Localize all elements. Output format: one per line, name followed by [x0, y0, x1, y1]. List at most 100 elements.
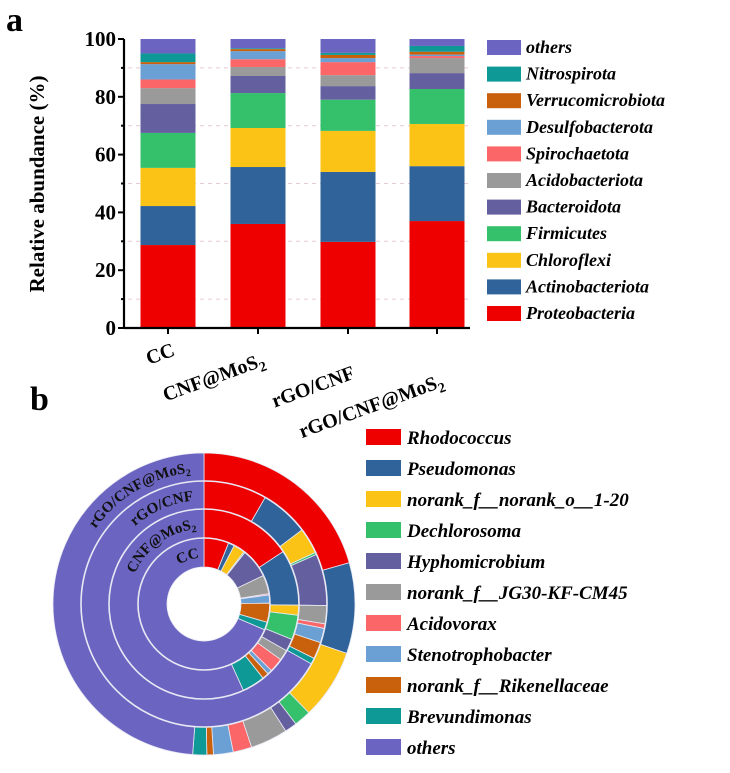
- panel-label-b: b: [30, 381, 49, 418]
- legend-item-desulfobacterota: Desulfobacterota: [487, 117, 653, 137]
- bar-segment-chloroflexi: [320, 130, 376, 172]
- bar-segment-actinobacteriota: [320, 171, 376, 242]
- bar-cc: [140, 39, 196, 328]
- bar-segment-firmicutes: [230, 93, 286, 129]
- bar-segment-others: [320, 39, 376, 53]
- bar-segment-firmicutes: [320, 99, 376, 131]
- legend-label: Bacteroidota: [525, 197, 621, 217]
- legend-item-pseudomonas: Pseudomonas: [366, 459, 516, 480]
- panel-label-a: a: [6, 2, 23, 39]
- y-tick-label: 80: [95, 85, 116, 109]
- legend-label: Chloroflexi: [526, 250, 611, 270]
- bar-segment-bacteroidota: [409, 73, 465, 89]
- legend-label: norank_f__norank_o__1-20: [407, 490, 629, 511]
- legend-label: Verrucomicrobiota: [526, 90, 665, 110]
- legend-item-others: others: [487, 37, 572, 57]
- bar-segment-others: [230, 39, 286, 49]
- bar-segment-spirochaetota: [140, 79, 196, 89]
- bar-segment-acidobacteriota: [230, 67, 286, 76]
- bar-rgo-cnf-mos2: [409, 39, 465, 328]
- bar-segment-spirochaetota: [409, 56, 465, 59]
- bar-segment-bacteroidota: [140, 104, 196, 133]
- bar-segment-spirochaetota: [230, 59, 286, 68]
- legend-item-norank-f-rikenellaceae: norank_f__Rikenellaceae: [366, 676, 609, 697]
- legend-item-acidobacteriota: Acidobacteriota: [487, 170, 643, 190]
- bar-segment-chloroflexi: [409, 123, 465, 167]
- legend-item-bacteroidota: Bacteroidota: [487, 197, 621, 217]
- ring-separator: [137, 537, 271, 671]
- legend-label: others: [407, 738, 456, 759]
- bar-segment-verrucomicrobiota: [409, 51, 465, 55]
- y-tick-label: 0: [106, 316, 117, 340]
- bars: [140, 39, 465, 328]
- bar-segment-desulfobacterota: [140, 64, 196, 80]
- legend-swatch: [366, 615, 401, 631]
- legend-item-spirochaetota: Spirochaetota: [487, 143, 629, 163]
- bar-segment-others: [140, 39, 196, 54]
- legend-label: Acidovorax: [406, 614, 497, 635]
- bar-rgo-cnf: [320, 39, 376, 328]
- bar-segment-nitrospirota: [140, 53, 196, 63]
- legend-swatch: [487, 279, 521, 295]
- legend-label: Spirochaetota: [526, 143, 629, 163]
- legend-label: Hyphomicrobium: [406, 552, 545, 573]
- bar-segment-verrucomicrobiota: [320, 54, 376, 59]
- legend-swatch: [366, 739, 401, 755]
- legend-swatch: [366, 584, 401, 600]
- legend-swatch: [366, 429, 401, 445]
- legend-label: Brevundimonas: [406, 707, 532, 728]
- legend-item-proteobacteria: Proteobacteria: [487, 303, 635, 323]
- legend-swatch: [366, 553, 401, 569]
- legend-swatch: [366, 708, 401, 724]
- legend-item-hyphomicrobium: Hyphomicrobium: [366, 552, 545, 573]
- legend-label: Nitrospirota: [525, 64, 616, 84]
- bar-segment-firmicutes: [140, 132, 196, 168]
- legend-swatch: [366, 677, 401, 693]
- bar-segment-others: [409, 39, 465, 46]
- legend-item-norank-f-norank-o-1-20: norank_f__norank_o__1-20: [366, 490, 629, 511]
- bar-segment-verrucomicrobiota: [230, 49, 286, 52]
- legend-phyla: others Nitrospirota Verrucomicrobiota Desul…: [487, 37, 665, 323]
- legend-item-acidovorax: Acidovorax: [366, 614, 497, 635]
- legend-label: Dechlorosoma: [406, 521, 522, 542]
- legend-item-verrucomicrobiota: Verrucomicrobiota: [487, 90, 665, 110]
- axes: [118, 38, 470, 334]
- bar-segment-acidobacteriota: [409, 58, 465, 74]
- legend-swatch: [487, 226, 521, 242]
- bar-segment-actinobacteriota: [409, 166, 465, 222]
- bar-segment-desulfobacterota: [409, 54, 465, 57]
- legend-swatch: [366, 646, 401, 662]
- legend-label: others: [526, 37, 572, 57]
- bar-segment-desulfobacterota: [230, 51, 286, 60]
- ring-separator: [80, 480, 328, 728]
- rings: [52, 452, 356, 756]
- legend-label: Pseudomonas: [406, 459, 516, 480]
- legend-swatch: [487, 306, 521, 321]
- legend-swatch: [487, 40, 521, 55]
- legend-label: Proteobacteria: [525, 303, 635, 323]
- bar-segment-proteobacteria: [230, 223, 286, 328]
- legend-swatch: [487, 173, 521, 188]
- legend-swatch: [366, 491, 401, 507]
- legend-label: Desulfobacterota: [525, 117, 653, 137]
- legend-item-others: others: [366, 738, 456, 759]
- bar-segment-proteobacteria: [320, 241, 376, 328]
- bar-segment-spirochaetota: [320, 62, 376, 76]
- legend-swatch: [487, 199, 521, 215]
- legend-label: Rhodococcus: [406, 428, 512, 449]
- legend-swatch: [487, 93, 521, 109]
- bar-segment-actinobacteriota: [140, 206, 196, 246]
- legend-swatch: [366, 460, 401, 476]
- y-tick-labels: 0 20 40 60 80 100: [85, 27, 117, 340]
- bar-segment-acidobacteriota: [320, 75, 376, 87]
- legend-item-brevundimonas: Brevundimonas: [366, 707, 532, 728]
- bar-segment-bacteroidota: [230, 75, 286, 94]
- legend-label: Stenotrophobacter: [407, 645, 552, 666]
- bar-segment-nitrospirota: [409, 45, 465, 52]
- legend-label: Firmicutes: [525, 223, 607, 243]
- legend-label: norank_f__JG30-KF-CM45: [407, 583, 628, 604]
